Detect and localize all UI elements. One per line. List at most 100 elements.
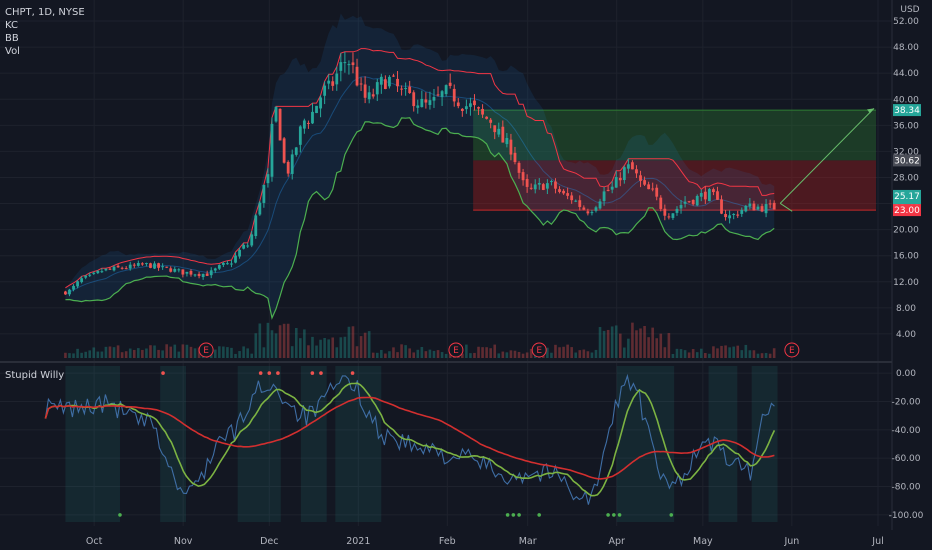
candle-body [92,272,96,274]
osc-tick-label: -60.00 [891,454,920,464]
volume-bar [367,331,371,358]
earnings-marker[interactable]: E [448,342,464,358]
candles[interactable] [64,51,776,297]
earnings-marker[interactable]: E [198,342,214,358]
candle-body [254,215,258,237]
candle-body [149,263,152,268]
osc-slow-line [44,396,775,480]
candle [307,120,310,129]
candle-body [408,86,412,94]
time-tick-label: Jun [783,536,799,547]
osc-signal-line [44,382,776,497]
volume-bar [740,350,744,358]
earnings-label: E [536,346,542,356]
volume-bar [226,347,229,358]
price-tick-label: 8.00 [896,304,916,314]
candle [452,84,456,107]
candle-body [347,64,351,66]
earnings-circle [448,342,464,358]
volume-bar [238,351,241,358]
candle-body [262,184,266,203]
mid-line [65,76,775,295]
volume-bar [246,348,249,358]
candle [473,94,476,111]
candle-body [703,191,707,200]
candle-body [230,263,233,265]
volume-bar [388,351,391,358]
volume-bar [404,345,407,358]
earnings-marker[interactable]: E [784,342,800,358]
candle-body [626,164,630,169]
candle-body [740,209,744,214]
candle [246,242,250,248]
time-axis[interactable]: Oct Nov Dec 2021 Feb Mar Apr May Jun Jul [86,536,884,547]
candle [756,204,760,211]
volume-bar [704,352,707,358]
earnings-label: E [203,346,209,356]
candle-body [274,106,278,122]
legend-bb[interactable]: BB [5,33,19,44]
legend-vol[interactable]: Vol [5,46,20,57]
candle-body [687,201,691,203]
candle [197,271,201,279]
volume-bar [230,347,233,358]
candle [88,272,92,277]
osc-fast-line [44,373,775,505]
volume-bar [465,344,468,358]
candle-body [639,175,642,181]
candle [493,125,497,140]
earnings-marker[interactable]: E [531,342,547,358]
candle-body [193,274,197,276]
symbol-line[interactable]: CHPT, 1D, NYSE [5,7,85,18]
candle [335,66,339,91]
candle-body [550,181,553,183]
candle [558,186,561,194]
volume-bar [76,348,79,358]
volume-bar [412,352,416,358]
volume-bar [667,333,671,358]
price-tick-label: 32.00 [893,147,919,157]
candle-body [270,123,274,177]
candle [582,205,586,211]
price-axis[interactable]: USD52.0048.0044.0040.0036.0032.0028.0024… [889,5,924,521]
volume-bar [521,353,525,358]
candle-body [554,181,557,189]
volume-bar [570,347,573,358]
candle-body [533,184,537,190]
candle-body [100,271,104,273]
candle [643,176,646,187]
candle [294,146,298,157]
candle-body [509,139,513,155]
time-tick-label: Oct [86,536,103,547]
oscillator-title[interactable]: Stupid Willy [5,370,65,381]
candle [92,271,96,275]
volume-bar [578,350,582,358]
candle [274,106,278,123]
candle-body [663,208,667,216]
candle-body [647,184,651,190]
candle-body [80,278,84,283]
candle-body [177,269,181,271]
candle [96,270,100,275]
volume-bar [380,349,383,358]
candle [226,260,229,265]
candle-body [181,269,185,275]
candle [298,125,302,153]
volume-bar [185,344,189,358]
volume-bar [96,351,100,358]
candle-body [590,212,594,214]
volume-bar [744,344,748,358]
candle-body [153,263,156,269]
candle [760,203,764,213]
legend-kc[interactable]: KC [5,20,18,31]
candle [424,92,428,109]
candle-body [513,152,517,163]
volume-bar [408,348,411,358]
volume-bar [517,351,521,358]
volume-bar [141,349,144,358]
candle [626,158,630,174]
candle-body [302,120,306,129]
osc-top-dot [276,371,280,375]
